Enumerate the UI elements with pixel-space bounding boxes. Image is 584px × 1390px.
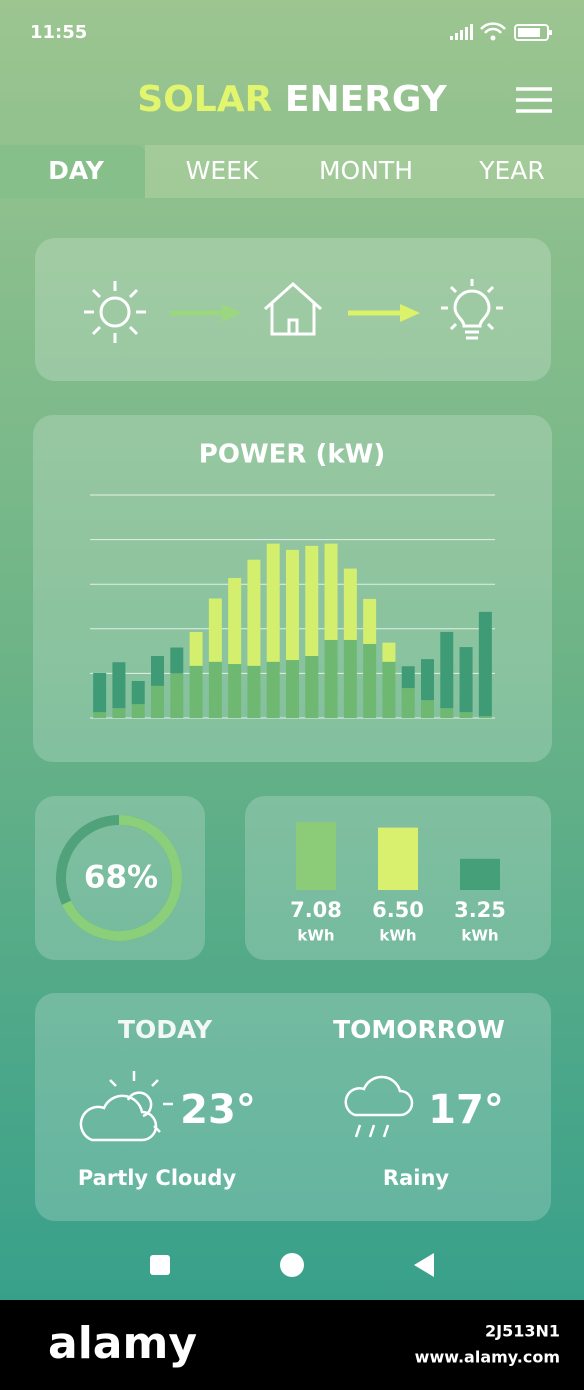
chart-title: POWER (kW) (199, 440, 385, 470)
tab[interactable]: MONTH (319, 156, 413, 185)
app-title: SOLAR ENERGY (137, 79, 447, 120)
bar-segment (382, 642, 396, 662)
bar-segment (170, 673, 184, 718)
efficiency-label: 68% (84, 860, 158, 896)
bar-segment (305, 545, 319, 657)
status-time: 11:55 (30, 22, 87, 43)
tab-bar (145, 145, 584, 198)
donut-arc (62, 815, 182, 941)
weather-card (35, 993, 551, 1221)
bar-segment (440, 631, 454, 709)
nav-back[interactable] (414, 1253, 434, 1277)
watermark-url: www.alamy.com (415, 1348, 560, 1367)
bar-segment (401, 688, 415, 718)
bar-segment (421, 659, 434, 701)
tab[interactable]: YEAR (478, 156, 545, 185)
bar-segment (401, 666, 415, 689)
nav-recents[interactable] (150, 1255, 170, 1275)
bar-segment (286, 660, 299, 718)
bar-segment (93, 712, 107, 718)
weather-temp: 23° (180, 1087, 256, 1133)
energy-bar (378, 827, 418, 890)
bar-segment (189, 665, 203, 718)
bar-segment (478, 611, 492, 717)
bar-segment (343, 639, 357, 718)
energy-bar (296, 822, 336, 890)
weather-condition: Rainy (383, 1166, 449, 1190)
bar-segment (189, 631, 203, 666)
energy-value: 6.50 (372, 898, 424, 922)
bar-segment (343, 568, 357, 640)
bar-segment (266, 543, 280, 662)
energy-unit: kWh (297, 927, 334, 945)
bar-segment (151, 685, 164, 718)
energy-value: 7.08 (290, 898, 342, 922)
tab[interactable]: WEEK (186, 156, 259, 185)
bar-segment (363, 643, 377, 718)
bar-segment (266, 661, 280, 718)
bar-segment (324, 543, 338, 640)
bar-segment (247, 665, 261, 718)
weather-icon (79, 1071, 414, 1142)
weather-temp: 17° (428, 1087, 504, 1133)
energy-unit: kWh (379, 927, 416, 945)
bar-segment (170, 647, 184, 674)
bar-segment (459, 712, 473, 718)
title-solar: SOLAR (137, 79, 272, 120)
bar-segment (305, 656, 319, 718)
bar-segment (151, 656, 164, 686)
bar-segment (131, 704, 145, 718)
watermark-id: 2J513N1 (485, 1322, 560, 1341)
bar-segment (208, 598, 222, 662)
weather-day: TOMORROW (333, 1015, 505, 1044)
bar-segment (421, 700, 434, 718)
energy-bar (460, 858, 500, 890)
bar-segment (228, 664, 242, 718)
bar-segment (112, 662, 126, 709)
bar-segment (478, 716, 492, 718)
weather-day: TODAY (118, 1015, 213, 1044)
bar-segment (112, 708, 126, 718)
flow-icons (84, 279, 503, 343)
active-tab (0, 145, 145, 198)
bar-segment (131, 680, 145, 705)
bar-segment (440, 708, 454, 718)
nav-home[interactable] (280, 1253, 304, 1277)
energy-unit: kWh (461, 927, 498, 945)
flow-card (35, 238, 551, 381)
weather-condition: Partly Cloudy (78, 1166, 237, 1190)
bar-segment (247, 559, 261, 666)
menu-button[interactable] (516, 87, 552, 113)
bar-segment (286, 549, 299, 661)
bar-segment (459, 647, 473, 713)
bar-segment (208, 661, 222, 718)
title-energy: ENERGY (285, 79, 448, 120)
status-icons (450, 22, 552, 41)
bar-segment (324, 639, 338, 718)
watermark-brand: alamy (48, 1318, 197, 1369)
watermark-bar (0, 1300, 584, 1390)
bar-segment (228, 577, 242, 665)
tab[interactable]: DAY (48, 156, 105, 185)
energy-value: 3.25 (454, 898, 506, 922)
bar-segment (363, 598, 377, 644)
bar-segment (93, 672, 107, 713)
bar-segment (382, 661, 396, 718)
